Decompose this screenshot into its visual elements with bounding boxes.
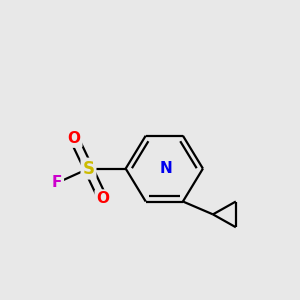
Text: F: F xyxy=(52,176,62,190)
Text: N: N xyxy=(159,161,172,176)
Text: O: O xyxy=(96,191,109,206)
Text: S: S xyxy=(82,160,94,178)
Text: O: O xyxy=(68,131,81,146)
